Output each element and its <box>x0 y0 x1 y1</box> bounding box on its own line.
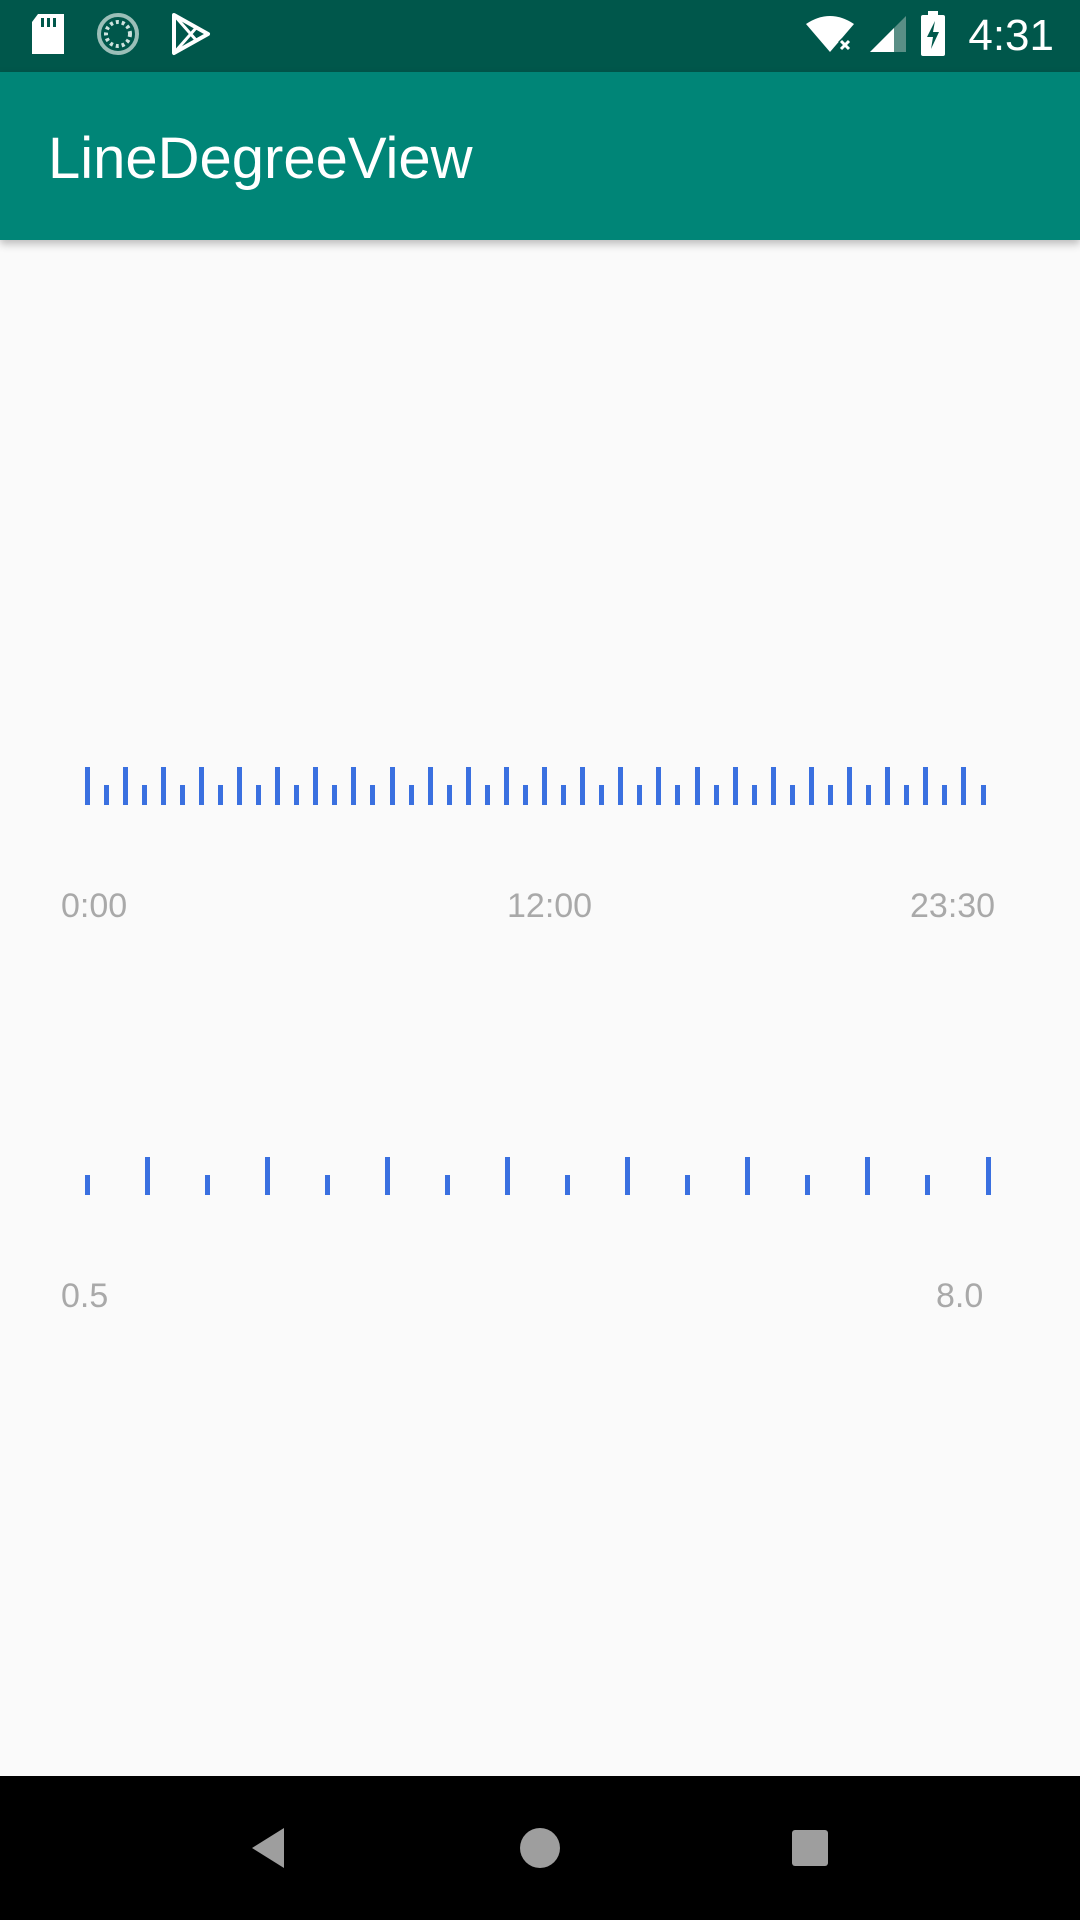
time-ruler-tick-minor <box>561 785 567 805</box>
time-ruler-tick-major <box>694 767 700 805</box>
time-ruler-tick-minor <box>484 785 490 805</box>
value-ruler-tick-minor <box>685 1175 691 1195</box>
value-ruler-tick-major <box>264 1157 270 1195</box>
time-ruler-tick-major <box>351 767 357 805</box>
status-right-icons: 4:31 <box>804 10 1054 62</box>
time-ruler[interactable]: 0:00 12:00 23:30 <box>0 760 1080 925</box>
time-ruler-tick-major <box>198 767 204 805</box>
time-ruler-tick-minor <box>370 785 376 805</box>
value-ruler-tick-minor <box>925 1175 931 1195</box>
time-ruler-tick-minor <box>179 785 185 805</box>
time-ruler-tick-major <box>237 767 242 805</box>
value-ruler-tick-major <box>625 1157 631 1195</box>
time-ruler-tick-minor <box>713 785 719 805</box>
value-ruler-tick-major <box>865 1157 871 1195</box>
value-ruler[interactable]: 0.5 8.0 <box>0 1150 1080 1315</box>
value-ruler-label-start: 0.5 <box>61 1277 109 1315</box>
time-ruler-tick-major <box>770 767 776 805</box>
time-ruler-tick-minor <box>942 785 948 805</box>
value-ruler-tick-major <box>985 1157 991 1195</box>
wifi-icon <box>804 14 856 59</box>
time-ruler-tick-major <box>160 767 166 805</box>
time-ruler-tick-major <box>656 767 662 805</box>
sync-icon <box>96 12 140 61</box>
value-ruler-tick-major <box>745 1157 751 1195</box>
value-ruler-tick-major <box>384 1157 390 1195</box>
value-ruler-tick-minor <box>324 1175 330 1195</box>
app-bar: LineDegreeView <box>0 72 1080 240</box>
value-ruler-tick-minor <box>565 1175 571 1195</box>
time-ruler-tick-minor <box>599 785 605 805</box>
time-ruler-tick-major <box>808 767 814 805</box>
time-ruler-tick-major <box>618 767 624 805</box>
play-store-icon <box>170 12 212 61</box>
status-bar: 4:31 <box>0 0 1080 72</box>
time-ruler-tick-minor <box>217 785 223 805</box>
signal-icon <box>868 14 908 59</box>
time-ruler-tick-major <box>732 767 738 805</box>
value-ruler-tick-major <box>144 1157 150 1195</box>
time-ruler-label-start: 0:00 <box>61 887 128 925</box>
time-ruler-tick-minor <box>866 785 872 805</box>
value-ruler-tick-minor <box>444 1175 450 1195</box>
time-ruler-tick-major <box>275 767 281 805</box>
time-ruler-tick-major <box>122 767 128 805</box>
time-ruler-tick-major <box>503 767 509 805</box>
sd-card-icon <box>30 12 66 61</box>
value-ruler-tick-minor <box>204 1175 210 1195</box>
time-ruler-tick-minor <box>522 785 528 805</box>
time-ruler-tick-minor <box>637 785 643 805</box>
time-ruler-label-end: 23:30 <box>910 887 996 925</box>
status-left-icons <box>30 10 212 62</box>
home-button[interactable] <box>510 1818 570 1878</box>
status-time: 4:31 <box>968 11 1054 60</box>
time-ruler-tick-minor <box>332 785 338 805</box>
time-ruler-tick-minor <box>446 785 452 805</box>
time-ruler-tick-minor <box>675 785 681 805</box>
time-ruler-tick-minor <box>980 785 986 805</box>
time-ruler-tick-minor <box>141 785 147 805</box>
back-icon <box>252 1828 284 1868</box>
time-ruler-label-middle: 12:00 <box>507 887 593 925</box>
time-ruler-tick-major <box>313 767 319 805</box>
time-ruler-tick-major <box>84 767 90 805</box>
time-ruler-tick-major <box>961 767 967 805</box>
app-title: LineDegreeView <box>48 126 473 191</box>
value-ruler-tick-minor <box>805 1175 811 1195</box>
time-ruler-tick-major <box>847 767 853 805</box>
time-ruler-tick-major <box>465 767 471 805</box>
time-ruler-ticks <box>0 760 1080 810</box>
value-ruler-ticks <box>0 1150 1080 1200</box>
time-ruler-tick-major <box>427 767 433 805</box>
time-ruler-tick-minor <box>904 785 910 805</box>
time-ruler-tick-minor <box>103 785 109 805</box>
time-ruler-tick-major <box>923 767 929 805</box>
time-ruler-tick-major <box>542 767 548 805</box>
time-ruler-tick-minor <box>256 785 262 805</box>
time-ruler-tick-minor <box>789 785 795 805</box>
value-ruler-label-end: 8.0 <box>936 1277 984 1315</box>
navigation-bar <box>0 1776 1080 1920</box>
time-ruler-tick-major <box>885 767 891 805</box>
time-ruler-tick-minor <box>751 785 757 805</box>
time-ruler-tick-minor <box>408 785 414 805</box>
time-ruler-tick-minor <box>827 785 833 805</box>
battery-charging-icon <box>920 10 946 62</box>
recents-icon <box>792 1830 828 1866</box>
time-ruler-tick-minor <box>294 785 300 805</box>
value-ruler-tick-major <box>504 1157 510 1195</box>
back-button[interactable] <box>240 1818 300 1878</box>
value-ruler-tick-minor <box>84 1175 90 1195</box>
time-ruler-tick-major <box>580 767 586 805</box>
time-ruler-tick-major <box>389 767 395 805</box>
home-icon <box>520 1828 560 1868</box>
recents-button[interactable] <box>780 1818 840 1878</box>
